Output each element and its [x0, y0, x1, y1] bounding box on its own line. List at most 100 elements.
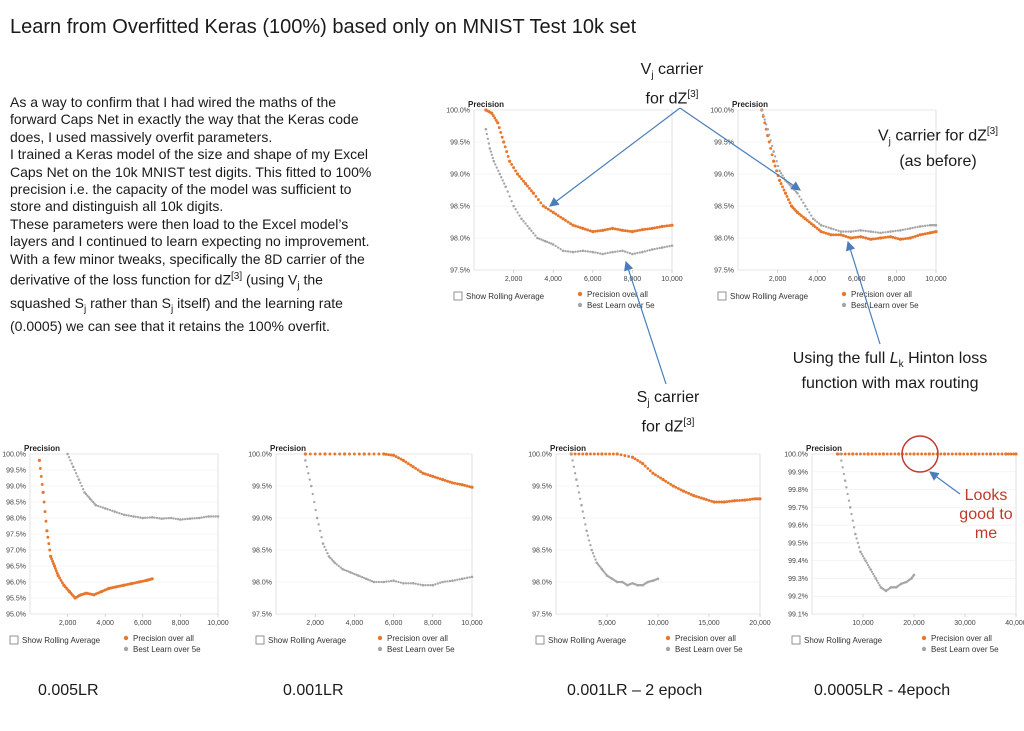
data-point: [857, 229, 860, 232]
data-point: [501, 179, 504, 182]
data-point: [841, 466, 844, 469]
y-tick-label: 100.0%: [710, 108, 734, 115]
data-point: [768, 133, 771, 136]
data-point: [598, 564, 601, 568]
data-point: [491, 156, 494, 160]
rolling-average-checkbox: [791, 635, 801, 645]
data-point: [816, 220, 819, 224]
data-point: [52, 564, 57, 568]
data-point: [37, 458, 42, 462]
data-point: [364, 577, 368, 581]
data-point: [80, 484, 83, 488]
data-point: [313, 452, 317, 456]
data-point: [564, 249, 567, 253]
lr-label-4: 0.0005LR - 4epoch: [814, 682, 951, 699]
data-point: [433, 475, 437, 479]
data-point: [829, 227, 833, 230]
chart-lr-0005: Precision 95.0% 95.5% 96.0% 96.5% 97.0% 97.5% 9…: [0, 440, 229, 660]
data-point: [441, 580, 444, 584]
data-point: [877, 581, 880, 585]
data-point: [503, 182, 506, 185]
data-point: [861, 235, 865, 239]
data-point: [143, 516, 147, 520]
data-point: [428, 474, 432, 478]
data-point: [74, 472, 78, 475]
legend-entry: Best Learn over 5e: [851, 301, 919, 310]
data-point: [849, 230, 853, 233]
data-point: [106, 508, 109, 511]
data-point: [416, 583, 420, 586]
data-point: [307, 472, 310, 475]
data-point: [431, 583, 435, 587]
data-point: [531, 191, 535, 195]
x-tick-label: 8,000: [424, 620, 442, 627]
data-point: [896, 237, 900, 241]
legend-marker: [921, 646, 927, 652]
data-point: [859, 229, 863, 232]
data-point: [841, 234, 845, 238]
data-point: [923, 232, 927, 236]
data-point: [113, 510, 116, 513]
data-point: [913, 234, 917, 238]
data-point: [808, 211, 811, 214]
data-point: [1009, 452, 1013, 456]
data-point: [934, 230, 938, 234]
data-point: [496, 121, 500, 125]
data-point: [79, 481, 82, 484]
data-point: [843, 479, 847, 482]
data-point: [849, 236, 853, 240]
data-point: [71, 465, 75, 469]
data-point: [725, 500, 729, 504]
data-point: [574, 250, 577, 253]
y-tick-label: 97.5%: [714, 268, 734, 275]
data-point: [626, 251, 629, 254]
data-point: [491, 114, 495, 118]
data-point: [554, 212, 558, 216]
data-point: [788, 201, 792, 205]
data-point: [663, 245, 666, 249]
data-point: [869, 230, 872, 233]
x-tick-label: 2,000: [59, 620, 77, 627]
data-point: [668, 244, 671, 248]
data-point: [633, 252, 637, 255]
chart-svg: Precision 95.0% 95.5% 96.0% 96.5% 97.0% 97.5% 9…: [2, 444, 229, 654]
data-point: [879, 231, 882, 235]
data-point: [67, 456, 71, 459]
data-point: [596, 563, 600, 566]
data-point: [372, 452, 376, 456]
data-point: [992, 452, 996, 456]
note-sj: Sj carrier for dZ[3]: [636, 389, 700, 436]
y-tick-label: 99.5%: [788, 540, 808, 547]
data-point: [209, 515, 213, 518]
data-point: [434, 583, 437, 586]
data-point: [556, 214, 560, 218]
data-point: [176, 518, 180, 521]
y-tick-label: 99.0%: [450, 172, 470, 179]
data-point: [375, 580, 378, 584]
data-point: [893, 452, 897, 456]
data-point: [83, 491, 86, 494]
data-point: [571, 250, 575, 254]
data-point: [863, 557, 866, 560]
data-point: [832, 233, 835, 237]
data-point: [581, 249, 585, 253]
data-point: [606, 227, 610, 231]
data-point: [623, 250, 627, 253]
x-tick-label: 10,000: [207, 620, 229, 627]
data-point: [446, 580, 449, 583]
data-point: [650, 248, 654, 251]
data-point: [912, 573, 916, 577]
data-point: [799, 214, 803, 218]
data-point: [436, 476, 440, 480]
data-point: [681, 489, 686, 493]
y-tick-label: 100.0%: [528, 452, 552, 459]
data-point: [769, 146, 773, 150]
data-point: [782, 188, 786, 192]
data-point: [594, 558, 597, 561]
data-point: [765, 123, 768, 126]
data-point: [654, 473, 657, 477]
data-point: [638, 460, 642, 464]
data-point: [357, 452, 361, 456]
y-tick-label: 98.5%: [532, 548, 552, 555]
data-point: [665, 245, 669, 248]
